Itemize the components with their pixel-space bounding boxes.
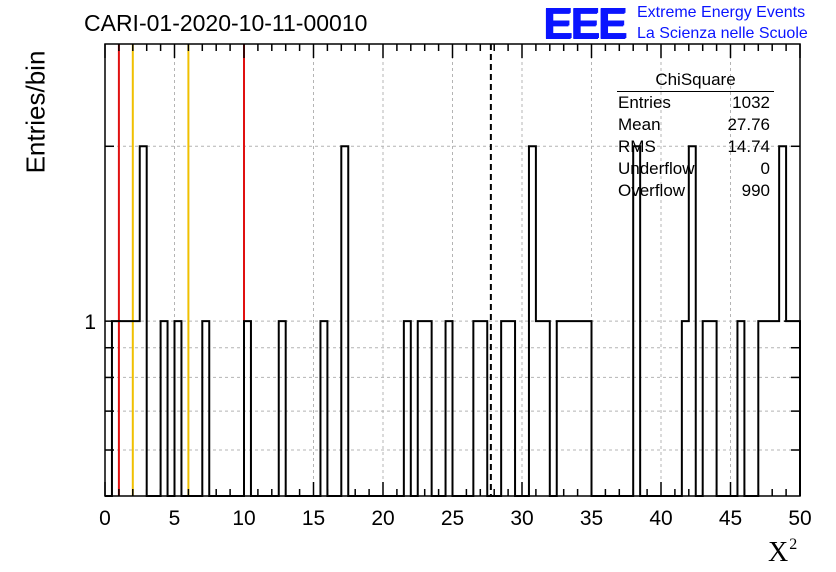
- x-tick-label: 40: [649, 507, 672, 530]
- y-tick-label: 1: [84, 311, 96, 334]
- stats-row-rms: RMS 14.74: [611, 136, 776, 158]
- y-tick-labels: 1: [84, 311, 96, 334]
- org-name-line2: La Scienza nelle Scuole: [637, 25, 808, 42]
- stats-label: RMS: [618, 137, 656, 156]
- stats-value: 1032: [732, 93, 770, 112]
- x-tick-label: 0: [99, 507, 111, 530]
- x-tick-label: 25: [441, 507, 464, 530]
- x-tick-label: 20: [371, 507, 394, 530]
- axis-ticks: [104, 44, 801, 496]
- x-tick-label: 15: [302, 507, 325, 530]
- x-tick-label: 5: [169, 507, 181, 530]
- stats-value: 990: [741, 181, 770, 200]
- grid-lines: [105, 44, 800, 496]
- stats-row-overflow: Overflow 990: [611, 180, 776, 202]
- stats-value: 0: [760, 159, 770, 178]
- x-tick-label: 45: [719, 507, 742, 530]
- stats-row-underflow: Underflow 0: [611, 158, 776, 180]
- x-tick-labels: 0 5 10 15 20 25 30 35 40 45 50: [99, 507, 812, 530]
- x-tick-label: 50: [788, 507, 811, 530]
- y-axis-label: Entries/bin: [20, 50, 51, 174]
- stats-label: Underflow: [618, 159, 695, 178]
- org-name-line1: Extreme Energy Events: [637, 4, 806, 21]
- eee-logo: EEE: [543, 0, 627, 48]
- stats-row-entries: Entries 1032: [611, 92, 776, 114]
- x-axis-label-base: X: [768, 537, 789, 568]
- stats-box: ChiSquare Entries 1032 Mean 27.76 RMS 14.74…: [611, 70, 776, 202]
- stats-label: Overflow: [618, 181, 686, 200]
- x-axis-label-superscript: 2: [789, 536, 798, 553]
- stats-row-mean: Mean 27.76: [611, 114, 776, 136]
- stats-title: ChiSquare: [617, 70, 774, 92]
- x-tick-label: 30: [510, 507, 533, 530]
- x-tick-label: 10: [232, 507, 255, 530]
- x-tick-label: 35: [580, 507, 603, 530]
- stats-label: Mean: [618, 115, 661, 134]
- x-axis-label: X2: [768, 536, 797, 569]
- stats-value: 14.74: [727, 137, 770, 156]
- stats-value: 27.76: [727, 115, 770, 134]
- stats-label: Entries: [618, 93, 671, 112]
- run-title: CARI-01-2020-10-11-00010: [84, 10, 368, 36]
